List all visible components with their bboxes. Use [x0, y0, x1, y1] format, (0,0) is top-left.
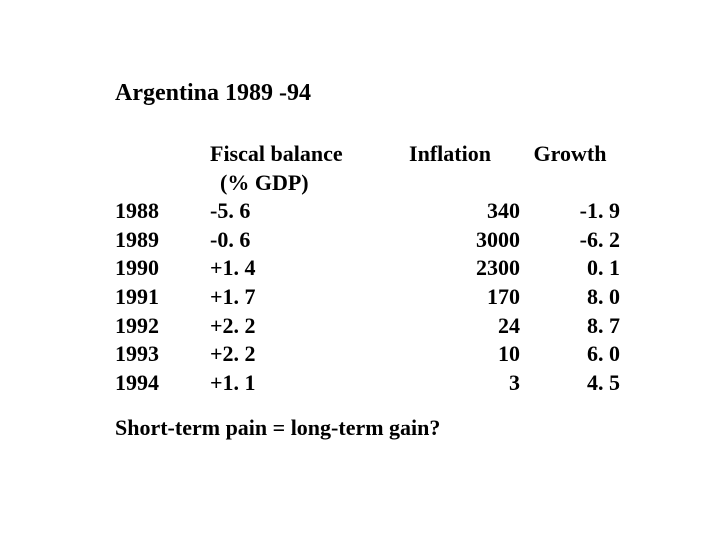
- table-row: 1991 +1. 7 170 8. 0: [115, 283, 620, 312]
- header-fiscal: Fiscal balance (% GDP): [210, 140, 380, 197]
- header-fiscal-line2: (% GDP): [210, 170, 309, 195]
- cell-growth: 8. 7: [520, 312, 620, 341]
- data-table: Fiscal balance (% GDP) Inflation Growth …: [115, 140, 620, 397]
- table-row: 1994 +1. 1 3 4. 5: [115, 369, 620, 398]
- cell-year: 1989: [115, 226, 210, 255]
- cell-inflation: 10: [380, 340, 520, 369]
- slide-title: Argentina 1989 -94: [115, 80, 311, 107]
- slide: Argentina 1989 -94 Fiscal balance (% GDP…: [0, 0, 720, 540]
- footer-note: Short-term pain = long-term gain?: [115, 415, 440, 441]
- cell-year: 1991: [115, 283, 210, 312]
- cell-growth: 0. 1: [520, 254, 620, 283]
- cell-inflation: 3000: [380, 226, 520, 255]
- cell-fiscal: -5. 6: [210, 197, 380, 226]
- table-row: 1993 +2. 2 10 6. 0: [115, 340, 620, 369]
- table-row: 1990 +1. 4 2300 0. 1: [115, 254, 620, 283]
- cell-growth: 4. 5: [520, 369, 620, 398]
- cell-year: 1990: [115, 254, 210, 283]
- header-growth: Growth: [520, 140, 620, 197]
- cell-fiscal: +2. 2: [210, 312, 380, 341]
- cell-fiscal: +1. 4: [210, 254, 380, 283]
- table-header-row: Fiscal balance (% GDP) Inflation Growth: [115, 140, 620, 197]
- cell-year: 1994: [115, 369, 210, 398]
- table-row: 1988 -5. 6 340 -1. 9: [115, 197, 620, 226]
- cell-inflation: 170: [380, 283, 520, 312]
- header-fiscal-line1: Fiscal balance: [210, 141, 343, 166]
- table-row: 1989 -0. 6 3000 -6. 2: [115, 226, 620, 255]
- cell-year: 1988: [115, 197, 210, 226]
- cell-growth: -1. 9: [520, 197, 620, 226]
- header-inflation: Inflation: [380, 140, 520, 197]
- cell-fiscal: +1. 1: [210, 369, 380, 398]
- cell-inflation: 340: [380, 197, 520, 226]
- cell-year: 1992: [115, 312, 210, 341]
- cell-growth: -6. 2: [520, 226, 620, 255]
- header-year-blank: [115, 140, 210, 197]
- cell-inflation: 2300: [380, 254, 520, 283]
- cell-inflation: 3: [380, 369, 520, 398]
- cell-inflation: 24: [380, 312, 520, 341]
- cell-fiscal: +2. 2: [210, 340, 380, 369]
- cell-growth: 6. 0: [520, 340, 620, 369]
- cell-year: 1993: [115, 340, 210, 369]
- table-row: 1992 +2. 2 24 8. 7: [115, 312, 620, 341]
- cell-fiscal: -0. 6: [210, 226, 380, 255]
- cell-fiscal: +1. 7: [210, 283, 380, 312]
- cell-growth: 8. 0: [520, 283, 620, 312]
